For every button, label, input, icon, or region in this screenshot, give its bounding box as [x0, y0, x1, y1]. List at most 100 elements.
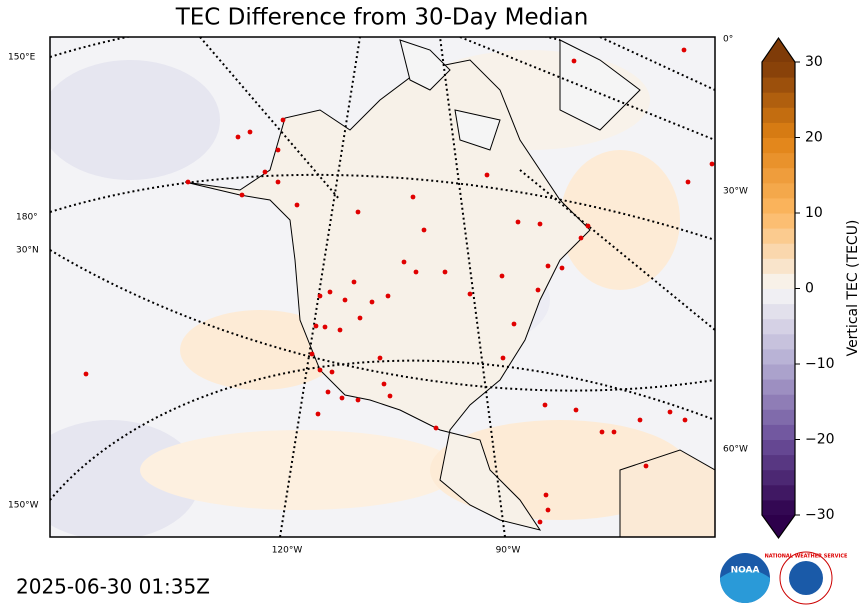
station — [247, 129, 253, 135]
station — [542, 402, 548, 408]
graticule-label: 30°W — [723, 187, 748, 197]
colorbar-band — [762, 288, 795, 305]
map-frame — [49, 36, 716, 538]
colorbar-band — [762, 454, 795, 471]
station — [559, 265, 565, 271]
station — [325, 389, 331, 395]
station — [317, 293, 323, 299]
graticule-label: 90°W — [496, 546, 521, 556]
station — [351, 279, 357, 285]
colorbar-bottom — [762, 515, 795, 538]
timestamp: 2025-06-30 01:35Z — [16, 575, 210, 599]
colorbar-tick-label: 30 — [805, 54, 823, 70]
station — [377, 355, 383, 361]
colorbar-band — [762, 394, 795, 410]
colorbar-band — [762, 107, 795, 123]
station — [401, 259, 407, 265]
station — [511, 321, 517, 327]
station — [543, 492, 549, 498]
station — [329, 369, 335, 375]
noaa-logo: NOAA — [720, 553, 770, 603]
graticule-label: 30°N — [16, 246, 39, 256]
station — [681, 47, 687, 53]
colorbar-band — [762, 439, 795, 456]
station — [235, 134, 241, 140]
station — [185, 179, 191, 185]
station — [327, 289, 333, 295]
station — [385, 293, 391, 299]
colorbar-tick-label: −30 — [805, 507, 835, 523]
colorbar-tick-label: 0 — [805, 281, 814, 297]
graticule-label: 180° — [16, 213, 38, 223]
noaa-text: NOAA — [731, 566, 760, 576]
station — [467, 291, 473, 297]
colorbar-band — [762, 484, 795, 501]
colorbar-band — [762, 303, 795, 320]
station — [537, 519, 543, 525]
station — [369, 299, 375, 305]
station — [537, 221, 543, 227]
colorbar-band — [762, 228, 795, 244]
station — [275, 179, 281, 185]
colorbar-band — [762, 469, 795, 486]
colorbar-band — [762, 258, 795, 274]
station — [275, 147, 281, 153]
station — [421, 227, 427, 233]
colorbar-tick-label: −10 — [805, 356, 835, 372]
nws-text: NATIONAL WEATHER SERVICE — [765, 554, 848, 560]
colorbar-band — [762, 318, 795, 335]
station — [637, 417, 643, 423]
colorbar-band — [762, 348, 795, 365]
station — [545, 263, 551, 269]
station — [611, 429, 617, 435]
colorbar-band — [762, 92, 795, 108]
colorbar-band — [762, 243, 795, 259]
colorbar-top — [762, 38, 795, 62]
colorbar-band — [762, 197, 795, 214]
station — [83, 371, 89, 377]
graticule-label: 60°W — [723, 445, 748, 455]
station — [322, 324, 328, 330]
colorbar-band — [762, 424, 795, 440]
station — [381, 381, 387, 387]
station — [499, 273, 505, 279]
colorbar-label: Vertical TEC (TECU) — [845, 220, 861, 357]
station — [313, 323, 319, 329]
station — [410, 194, 416, 200]
station — [709, 161, 715, 167]
colorbar-band — [762, 182, 795, 199]
station — [599, 429, 605, 435]
colorbar-band — [762, 122, 795, 138]
station — [294, 202, 300, 208]
station — [667, 409, 673, 415]
colorbar-tick-label: 10 — [805, 205, 823, 221]
colorbar-band — [762, 213, 795, 229]
colorbar-band — [762, 364, 795, 380]
station — [545, 507, 551, 513]
station — [442, 269, 448, 275]
title: TEC Difference from 30-Day Median — [175, 5, 589, 31]
map — [50, 37, 715, 537]
colorbar-band — [762, 152, 795, 169]
station — [535, 287, 541, 293]
station — [317, 367, 323, 373]
colorbar-tick-label: −20 — [805, 432, 835, 448]
station — [682, 417, 688, 423]
graticule-label: 150°E — [8, 53, 36, 63]
colorbar-band — [762, 499, 795, 516]
station — [355, 397, 361, 403]
colorbar-tick-label: 20 — [805, 130, 823, 146]
graticule-label: 120°W — [272, 546, 303, 556]
station — [433, 425, 439, 431]
graticule-label: 150°W — [8, 501, 39, 511]
station — [643, 463, 649, 469]
colorbar-band — [762, 167, 795, 184]
station — [578, 235, 584, 241]
station — [342, 297, 348, 303]
station — [515, 219, 521, 225]
station — [309, 351, 315, 357]
colorbar-band — [762, 333, 795, 350]
station — [355, 209, 361, 215]
colorbar-band — [762, 77, 795, 93]
graticule-label: 0° — [723, 35, 733, 45]
